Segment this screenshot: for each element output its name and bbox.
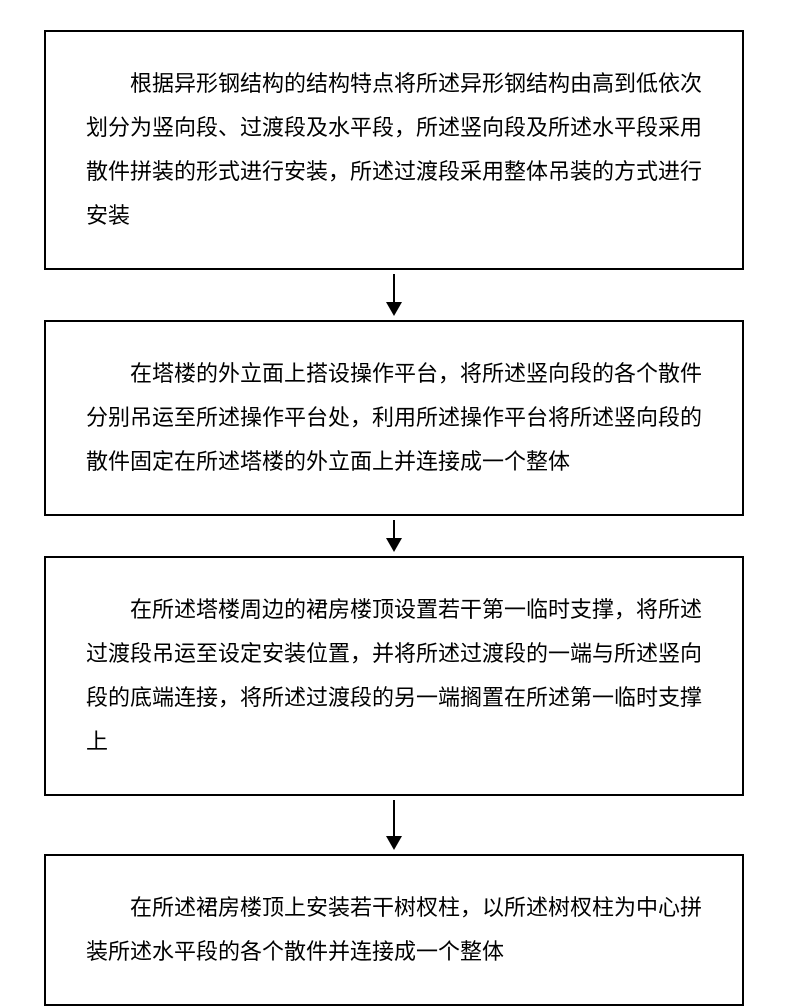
flowchart-arrow [386, 520, 402, 552]
flowchart-node: 根据异形钢结构的结构特点将所述异形钢结构由高到低依次划分为竖向段、过渡段及水平段… [44, 30, 744, 270]
flowchart-arrow [386, 274, 402, 316]
node-text: 根据异形钢结构的结构特点将所述异形钢结构由高到低依次划分为竖向段、过渡段及水平段… [86, 71, 702, 228]
flowchart-node: 在塔楼的外立面上搭设操作平台，将所述竖向段的各个散件分别吊运至所述操作平台处，利… [44, 320, 744, 516]
arrow-head-icon [386, 836, 402, 850]
flowchart-node: 在所述塔楼周边的裙房楼顶设置若干第一临时支撑，将所述过渡段吊运至设定安装位置，并… [44, 556, 744, 796]
node-text: 在塔楼的外立面上搭设操作平台，将所述竖向段的各个散件分别吊运至所述操作平台处，利… [86, 361, 702, 474]
node-text: 在所述塔楼周边的裙房楼顶设置若干第一临时支撑，将所述过渡段吊运至设定安装位置，并… [86, 597, 702, 754]
arrow-head-icon [386, 302, 402, 316]
flowchart-node: 在所述裙房楼顶上安装若干树杈柱，以所述树杈柱为中心拼装所述水平段的各个散件并连接… [44, 854, 744, 1006]
arrow-stem [393, 274, 395, 302]
arrow-head-icon [386, 538, 402, 552]
arrow-stem [393, 800, 395, 836]
flowchart-canvas: 根据异形钢结构的结构特点将所述异形钢结构由高到低依次划分为竖向段、过渡段及水平段… [0, 0, 788, 1000]
flowchart-arrow [386, 800, 402, 850]
arrow-stem [393, 520, 395, 538]
node-text: 在所述裙房楼顶上安装若干树杈柱，以所述树杈柱为中心拼装所述水平段的各个散件并连接… [86, 895, 702, 964]
